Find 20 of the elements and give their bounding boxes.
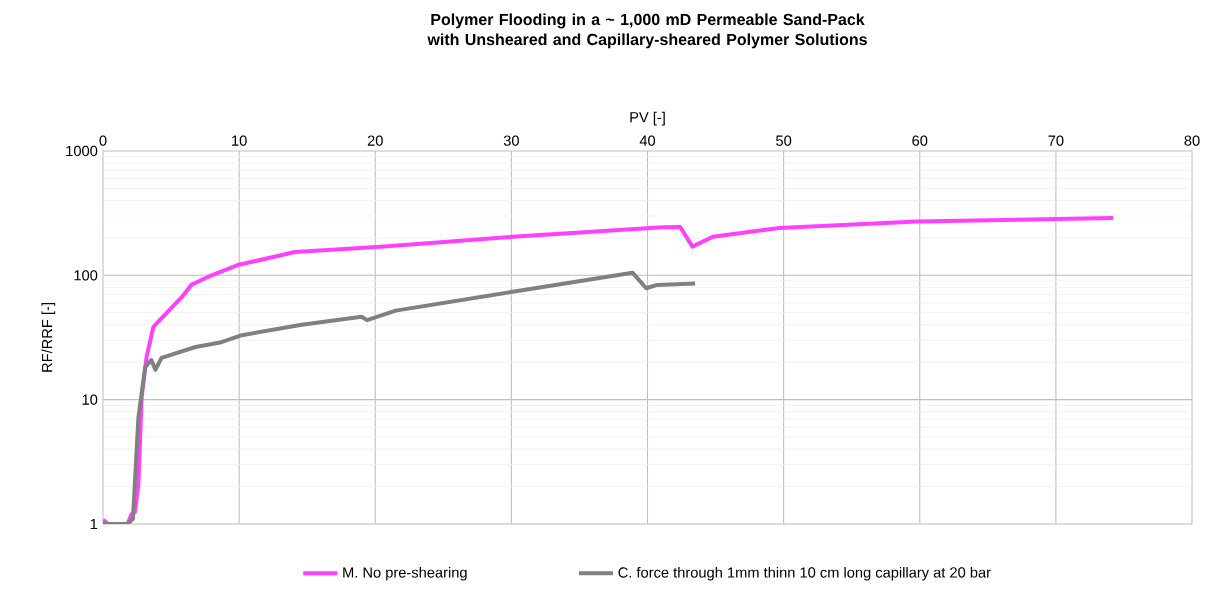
x-tick-label: 80: [1184, 135, 1200, 146]
x-axis-title: PV [-]: [630, 111, 665, 126]
line-series: [103, 270, 698, 524]
x-tick-label: 60: [912, 135, 928, 146]
chart-title: Polymer Flooding in a ~ 1,000 mD Permeable Sand-Pack with Unsheared and Capillary-sheared Polymer Solutions: [427, 13, 867, 49]
legend-label: M. No pre-shearing: [343, 566, 467, 581]
y-axis-title: RF/RRF [-]: [41, 303, 56, 372]
y-tick-label: 1: [90, 518, 98, 530]
x-tick-label: 30: [503, 135, 519, 146]
x-tick-label: 0: [99, 135, 107, 146]
x-tick-label: 40: [639, 135, 656, 146]
x-tick-label: 70: [1048, 135, 1064, 146]
y-tick-label: 100: [74, 270, 98, 281]
legend-label: C. force through 1mm thinn 10 cm long capillary at 20 bar: [618, 566, 991, 581]
y-tick-label: 1000: [66, 145, 98, 157]
line-series: [103, 216, 1116, 524]
x-tick-label: 50: [776, 135, 792, 146]
y-tick-label: 10: [82, 394, 98, 405]
x-tick-label: 20: [367, 135, 383, 146]
x-tick-label: 10: [232, 135, 247, 146]
